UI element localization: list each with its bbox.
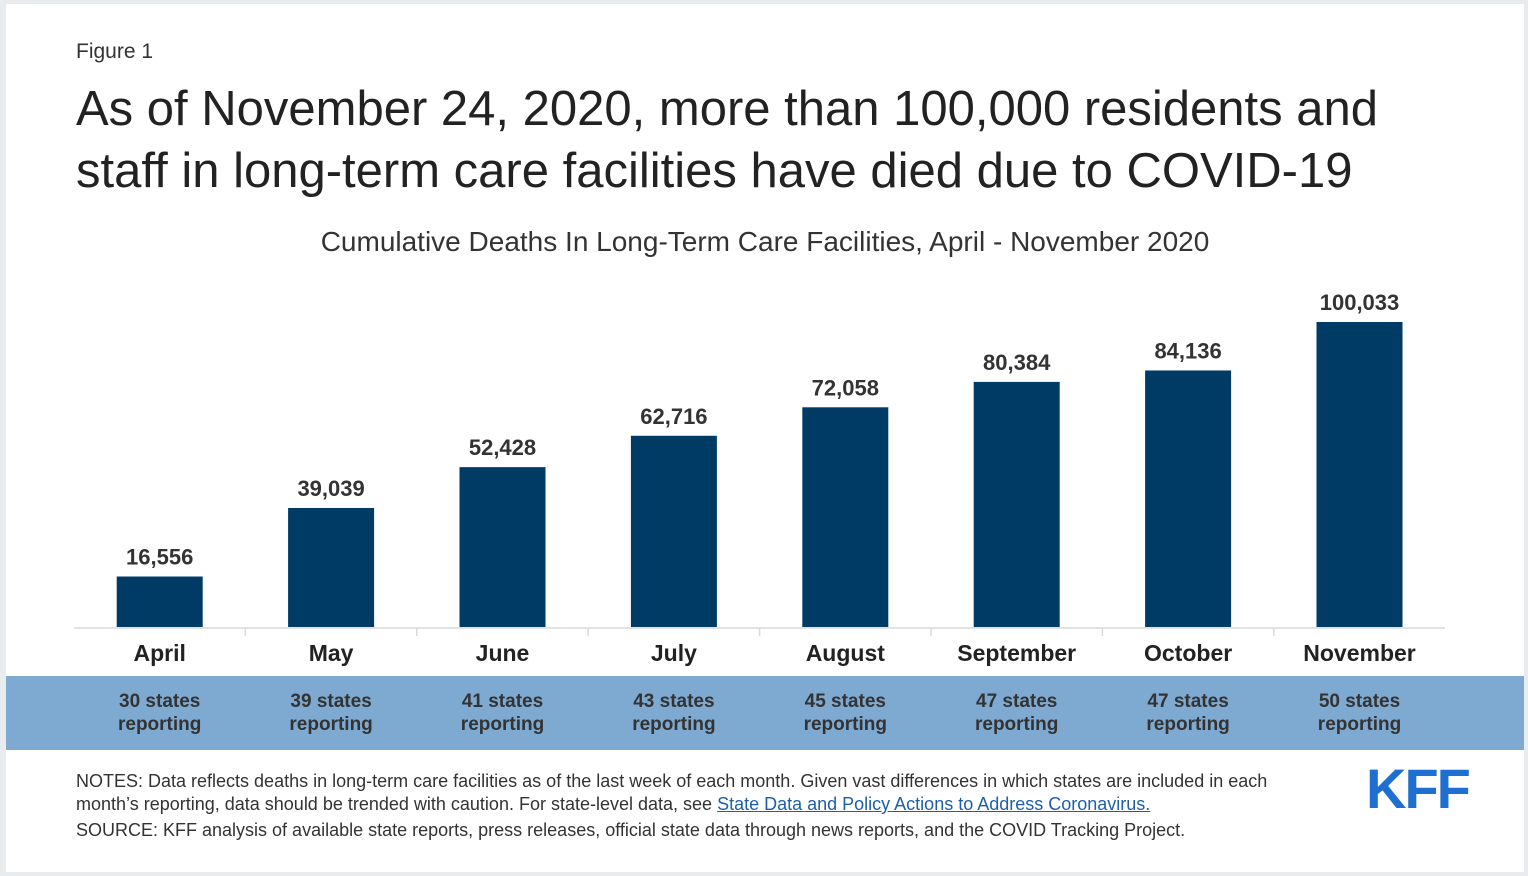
states-reporting-october: 47 states reporting: [1103, 676, 1274, 750]
figure-card: Figure 1 As of November 24, 2020, more t…: [6, 4, 1524, 872]
states-reporting-line: 43 states: [633, 691, 715, 712]
category-label-october: October: [1144, 640, 1232, 666]
states-reporting-july: 43 states reporting: [588, 676, 759, 750]
source-text: SOURCE: KFF analysis of available state …: [76, 820, 1186, 840]
value-label-november: 100,033: [1320, 290, 1400, 315]
category-label-may: May: [309, 640, 354, 666]
category-label-july: July: [651, 640, 697, 666]
states-reporting-line: reporting: [632, 714, 716, 735]
states-reporting-line: 39 states: [290, 691, 372, 712]
states-reporting-line: reporting: [1146, 714, 1230, 735]
notes-text: NOTES: Data reflects deaths in long-term…: [76, 771, 1268, 814]
states-reporting-line: reporting: [289, 714, 373, 735]
states-reporting-september: 47 states reporting: [931, 676, 1102, 750]
states-reporting-line: reporting: [1317, 714, 1402, 735]
category-label-september: September: [957, 640, 1076, 666]
category-label-april: April: [134, 640, 186, 666]
category-label-november: November: [1303, 640, 1416, 666]
bar-july: [630, 435, 717, 627]
category-label-august: August: [806, 640, 886, 666]
value-label-july: 62,716: [640, 404, 707, 429]
states-reporting-line: reporting: [803, 714, 887, 735]
states-reporting-line: 41 states: [461, 691, 544, 712]
kff-logo: KFF: [1366, 757, 1471, 820]
value-label-june: 52,428: [469, 435, 536, 460]
states-reporting-line: 50 states: [1318, 691, 1401, 712]
value-label-may: 39,039: [297, 476, 364, 501]
bars-group: 16,556 April 39,039 May 52,428 June 62,716 July…: [116, 290, 1416, 666]
notes: NOTES: Data reflects deaths in long-term…: [76, 770, 1316, 816]
states-reporting-line: reporting: [460, 714, 545, 735]
states-reporting-april: 30 states reporting: [74, 676, 245, 750]
states-reporting-may: 39 states reporting: [246, 676, 417, 750]
bar-may: [288, 507, 375, 627]
headline: As of November 24, 2020, more than 100,0…: [76, 82, 1379, 198]
bar-april: [116, 576, 203, 627]
states-reporting-line: 47 states: [976, 691, 1058, 712]
chart-title: Cumulative Deaths In Long-Term Care Faci…: [320, 226, 1210, 257]
bar-november: [1316, 322, 1403, 627]
states-reporting-line: 30 states: [119, 691, 201, 712]
value-label-april: 16,556: [126, 545, 193, 570]
category-label-june: June: [476, 640, 530, 666]
states-reporting-november: 50 states reporting: [1274, 676, 1445, 750]
figure-label: Figure 1: [76, 40, 154, 63]
value-label-october: 84,136: [1154, 338, 1221, 363]
states-reporting-band: 30 states reporting 39 states reporting 41 s…: [6, 676, 1524, 750]
value-label-september: 80,384: [983, 350, 1051, 375]
states-reporting-line: 45 states: [804, 691, 886, 712]
state-data-link[interactable]: State Data and Policy Actions to Address…: [717, 794, 1151, 814]
bar-august: [802, 407, 889, 627]
bar-october: [1145, 370, 1232, 627]
states-reporting-line: reporting: [117, 714, 202, 735]
value-label-august: 72,058: [812, 375, 879, 400]
bar-june: [459, 467, 546, 627]
states-reporting-june: 41 states reporting: [417, 676, 588, 750]
states-reporting-august: 45 states reporting: [760, 676, 931, 750]
bar-chart: 16,556 April 39,039 May 52,428 June 62,716 July…: [74, 290, 1445, 666]
states-reporting-line: reporting: [974, 714, 1059, 735]
states-reporting-line: 47 states: [1147, 691, 1229, 712]
bar-september: [973, 381, 1060, 627]
